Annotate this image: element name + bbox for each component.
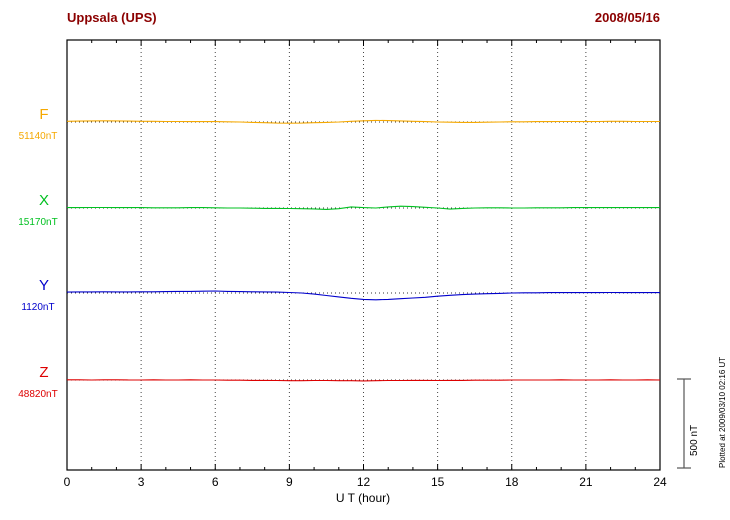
x-tick-label-6: 6 — [212, 475, 219, 489]
x-tick-label-3: 3 — [138, 475, 145, 489]
x-tick-label-12: 12 — [357, 475, 371, 489]
trace-Z — [67, 379, 661, 382]
x-tick-label-18: 18 — [505, 475, 519, 489]
trace-X — [67, 205, 660, 210]
plotted-at-label: Plotted at 2009/03/10 02:16 UT — [718, 357, 727, 468]
x-tick-label-9: 9 — [286, 475, 293, 489]
x-tick-label-0: 0 — [64, 475, 71, 489]
series-label-X: X — [39, 192, 49, 209]
date-label: 2008/05/16 — [595, 10, 660, 25]
x-tick-label-24: 24 — [653, 475, 667, 489]
series-baseline-value-Z: 48820nT — [18, 389, 57, 400]
series-label-Z: Z — [39, 364, 48, 381]
x-tick-label-21: 21 — [579, 475, 593, 489]
x-axis-title: U T (hour) — [336, 491, 390, 505]
series-baseline-value-F: 51140nT — [19, 131, 58, 142]
x-tick-label-15: 15 — [431, 475, 445, 489]
station-title: Uppsala (UPS) — [67, 10, 157, 25]
trace-Y — [66, 290, 660, 301]
series-baseline-value-Y: 1120nT — [21, 302, 54, 313]
series-baseline-value-X: 15170nT — [18, 217, 57, 228]
plot-generated-layer: 0 3 6 9 12 15 18 21 24 F 51140nT X 15170nT Y 1120nT Z 48… — [18, 39, 691, 489]
series-label-Y: Y — [39, 277, 49, 294]
trace-F — [66, 119, 660, 124]
scale-bar-label: 500 nT — [689, 425, 700, 456]
series-label-F: F — [39, 106, 48, 123]
